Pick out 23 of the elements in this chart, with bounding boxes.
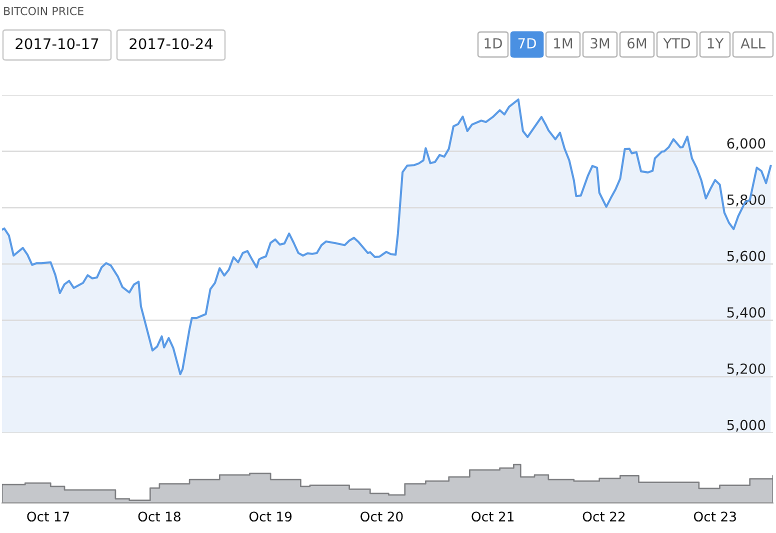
text: 6M	[628, 38, 646, 49]
text: YTD	[663, 38, 690, 48]
x-tick-label: Oct 23	[694, 512, 736, 522]
y-tick-label: 5,600	[727, 250, 766, 263]
y-tick-label: 5,200	[727, 363, 766, 376]
text: 7D	[518, 38, 536, 48]
text: 1Y	[708, 38, 724, 48]
y-tick-label: 5,400	[727, 307, 766, 320]
text: ALL	[740, 38, 766, 48]
text: 2017-10-24	[130, 38, 213, 50]
text: 1D	[484, 38, 502, 48]
x-tick-label: Oct 22	[582, 512, 625, 522]
x-tick-label: Oct 17	[27, 512, 70, 522]
text: 3M	[590, 38, 610, 49]
x-tick-label: Oct 20	[360, 512, 403, 522]
text: 2017-10-17	[16, 38, 98, 50]
chart-title: BITCOIN PRICE	[4, 6, 84, 16]
x-tick-label: Oct 18	[138, 512, 180, 522]
text: 1M	[554, 38, 572, 48]
x-tick-label: Oct 19	[249, 512, 292, 522]
y-tick-label: 6,000	[727, 138, 766, 150]
x-tick-label: Oct 21	[472, 512, 514, 522]
y-tick-label: 5,000	[727, 420, 766, 432]
